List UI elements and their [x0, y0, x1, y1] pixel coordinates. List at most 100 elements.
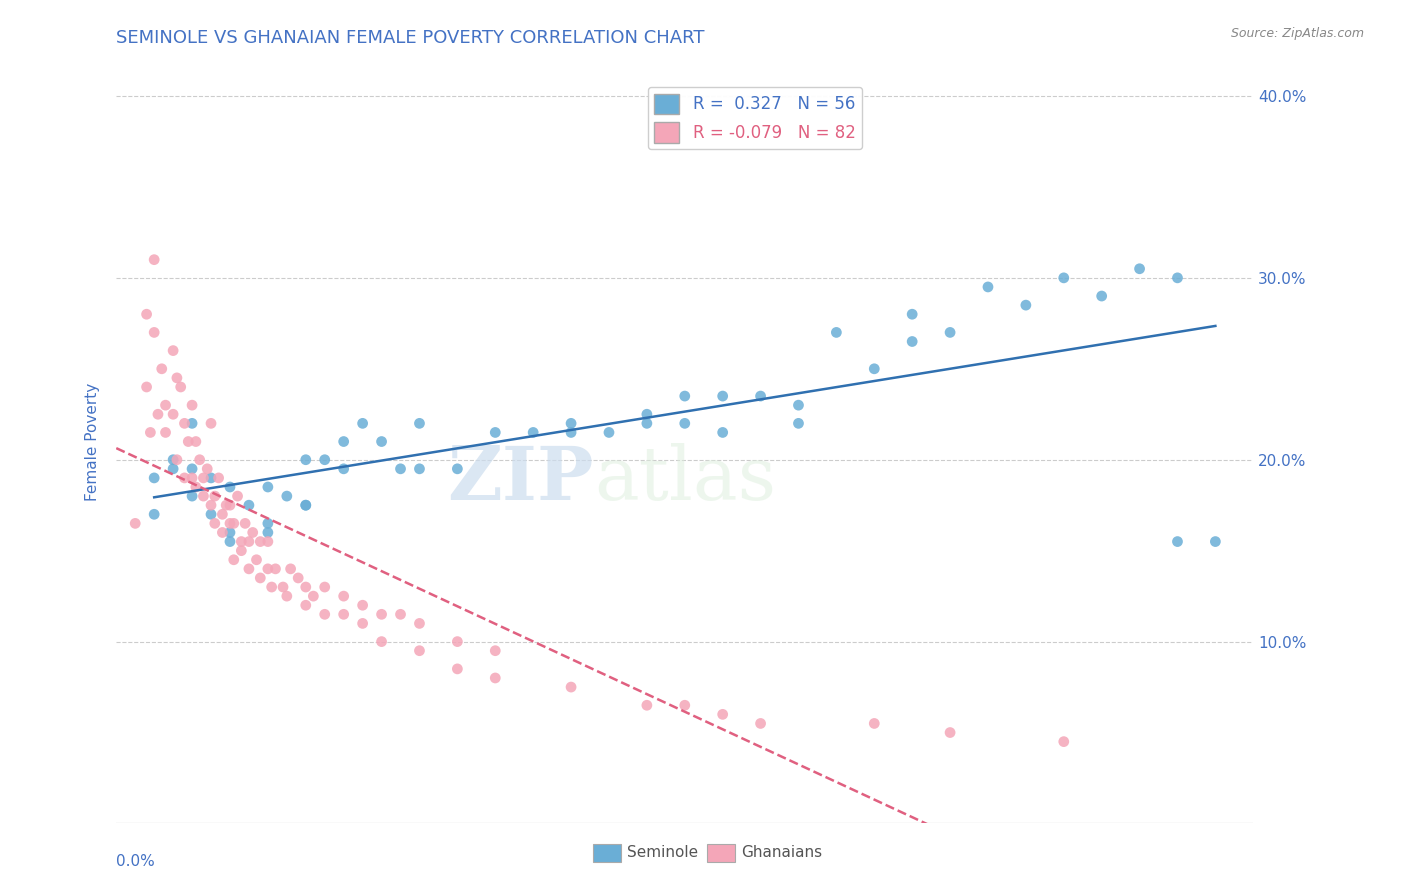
Point [257, 480, 280, 494]
Point [825, 326, 848, 340]
Point [408, 643, 430, 657]
Point [222, 516, 245, 531]
Point [711, 425, 734, 440]
Point [332, 589, 354, 603]
Point [1204, 534, 1226, 549]
Point [219, 498, 242, 512]
Point [276, 489, 298, 503]
Point [332, 434, 354, 449]
Point [749, 389, 772, 403]
Point [181, 398, 204, 412]
Point [1166, 534, 1188, 549]
Point [560, 425, 582, 440]
Point [238, 534, 260, 549]
Point [181, 489, 204, 503]
Legend: R =  0.327   N = 56, R = -0.079   N = 82: R = 0.327 N = 56, R = -0.079 N = 82 [648, 87, 862, 149]
Point [408, 616, 430, 631]
Point [314, 607, 336, 622]
Point [257, 562, 280, 576]
Point [522, 425, 544, 440]
Text: Seminole: Seminole [627, 846, 699, 860]
Point [939, 326, 962, 340]
Point [901, 334, 924, 349]
Point [673, 389, 696, 403]
Point [193, 471, 215, 485]
Text: ZIP: ZIP [447, 443, 593, 516]
Point [150, 361, 173, 376]
Point [863, 361, 886, 376]
Point [219, 525, 242, 540]
FancyBboxPatch shape [707, 844, 735, 862]
Point [211, 508, 233, 522]
Point [257, 516, 280, 531]
Point [204, 489, 226, 503]
Point [352, 599, 374, 613]
Point [560, 680, 582, 694]
Point [1091, 289, 1114, 303]
Point [219, 534, 242, 549]
Point [636, 407, 658, 421]
Point [200, 417, 222, 431]
Point [184, 480, 207, 494]
Point [352, 616, 374, 631]
Point [389, 462, 412, 476]
Point [162, 343, 184, 358]
Point [124, 516, 146, 531]
Point [560, 417, 582, 431]
Point [135, 380, 157, 394]
Point [260, 580, 283, 594]
Point [280, 562, 302, 576]
Point [188, 452, 211, 467]
Point [139, 425, 162, 440]
Point [370, 434, 392, 449]
Point [166, 452, 188, 467]
Point [170, 380, 193, 394]
Point [636, 417, 658, 431]
Point [166, 371, 188, 385]
Point [408, 417, 430, 431]
Point [207, 471, 229, 485]
Point [294, 452, 316, 467]
Point [181, 417, 204, 431]
Point [143, 252, 166, 267]
Point [863, 716, 886, 731]
Point [332, 607, 354, 622]
Point [314, 580, 336, 594]
Point [271, 580, 294, 594]
Point [233, 516, 256, 531]
Point [257, 534, 280, 549]
Point [370, 607, 392, 622]
Point [215, 498, 238, 512]
Point [294, 498, 316, 512]
Point [143, 326, 166, 340]
Point [1166, 270, 1188, 285]
Point [1053, 270, 1076, 285]
Point [446, 462, 468, 476]
Point [177, 434, 200, 449]
Point [484, 643, 506, 657]
Point [294, 599, 316, 613]
Point [787, 398, 810, 412]
FancyBboxPatch shape [593, 844, 621, 862]
Point [204, 516, 226, 531]
Point [673, 698, 696, 713]
Point [238, 498, 260, 512]
Point [143, 471, 166, 485]
Point [162, 452, 184, 467]
Point [181, 462, 204, 476]
Point [977, 280, 1000, 294]
Point [155, 425, 177, 440]
Point [276, 589, 298, 603]
Point [264, 562, 287, 576]
Point [143, 508, 166, 522]
Point [389, 607, 412, 622]
Point [1053, 734, 1076, 748]
Point [302, 589, 325, 603]
Point [231, 534, 253, 549]
Point [1015, 298, 1038, 312]
Point [249, 534, 271, 549]
Point [200, 508, 222, 522]
Point [173, 417, 195, 431]
Text: atlas: atlas [593, 443, 776, 516]
Point [352, 417, 374, 431]
